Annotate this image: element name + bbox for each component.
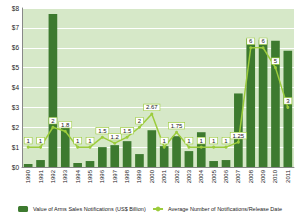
svg-text:1: 1 — [212, 138, 216, 144]
svg-text:2: 2 — [138, 118, 142, 124]
svg-text:1: 1 — [88, 138, 92, 144]
svg-text:1.2: 1.2 — [111, 134, 120, 140]
svg-text:2003: 2003 — [186, 169, 192, 183]
svg-text:1: 1 — [200, 138, 204, 144]
svg-text:Value of Arms Sales Notificati: Value of Arms Sales Notifications (US$ B… — [33, 206, 146, 212]
svg-text:Average Number of Notification: Average Number of Notifications/Release … — [168, 206, 282, 212]
svg-text:6: 6 — [249, 38, 253, 44]
svg-text:1992: 1992 — [50, 169, 56, 183]
svg-text:2009: 2009 — [260, 169, 266, 183]
svg-text:1994: 1994 — [75, 169, 81, 183]
svg-text:$7: $7 — [12, 24, 20, 31]
svg-text:2011: 2011 — [285, 169, 291, 183]
svg-text:$0: $0 — [12, 164, 20, 171]
svg-text:2010: 2010 — [272, 169, 278, 183]
svg-text:1997: 1997 — [112, 169, 118, 183]
svg-text:3: 3 — [286, 98, 290, 104]
svg-text:1998: 1998 — [124, 169, 130, 183]
svg-text:$6: $6 — [12, 44, 20, 51]
svg-text:1: 1 — [39, 138, 43, 144]
svg-text:$5: $5 — [12, 64, 20, 71]
svg-text:1: 1 — [224, 138, 228, 144]
svg-text:6: 6 — [261, 38, 265, 44]
svg-text:1: 1 — [76, 138, 80, 144]
svg-text:1: 1 — [163, 138, 167, 144]
svg-text:1991: 1991 — [38, 169, 44, 183]
svg-text:2006: 2006 — [223, 169, 229, 183]
svg-text:$4: $4 — [12, 84, 20, 91]
svg-text:1993: 1993 — [62, 169, 68, 183]
svg-text:2.67: 2.67 — [146, 104, 158, 110]
svg-text:1: 1 — [187, 138, 191, 144]
svg-text:1.75: 1.75 — [171, 123, 183, 129]
svg-text:1.5: 1.5 — [98, 128, 107, 134]
svg-text:1996: 1996 — [99, 169, 105, 183]
svg-text:2007: 2007 — [235, 169, 241, 183]
svg-text:1995: 1995 — [87, 169, 93, 183]
svg-text:1: 1 — [27, 138, 31, 144]
svg-text:$2: $2 — [12, 124, 20, 131]
svg-text:1.5: 1.5 — [123, 128, 132, 134]
svg-text:1990: 1990 — [25, 169, 31, 183]
svg-text:2002: 2002 — [174, 169, 180, 183]
svg-text:$1: $1 — [12, 144, 20, 151]
svg-text:2000: 2000 — [149, 169, 155, 183]
svg-text:$3: $3 — [12, 104, 20, 111]
svg-text:1999: 1999 — [136, 169, 142, 183]
svg-text:5: 5 — [274, 58, 278, 64]
svg-text:1.8: 1.8 — [61, 122, 70, 128]
svg-text:$8: $8 — [12, 5, 20, 12]
svg-text:1.25: 1.25 — [233, 133, 245, 139]
svg-text:2: 2 — [51, 118, 55, 124]
svg-text:2004: 2004 — [198, 169, 204, 183]
svg-text:2005: 2005 — [211, 169, 217, 183]
svg-text:2001: 2001 — [161, 169, 167, 183]
svg-text:2008: 2008 — [248, 169, 254, 183]
